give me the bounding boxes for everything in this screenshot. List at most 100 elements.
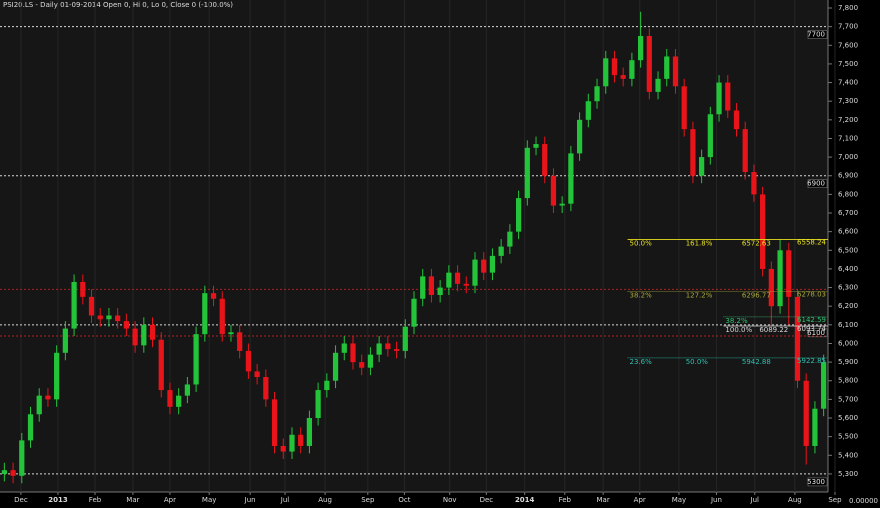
price-axis-background bbox=[828, 0, 880, 508]
y-tick-label: 6,800 bbox=[838, 190, 858, 198]
candle-body bbox=[19, 440, 25, 476]
candle-body bbox=[10, 470, 16, 476]
candle-body bbox=[298, 434, 304, 446]
x-tick-label: Feb bbox=[559, 496, 572, 504]
x-tick-label: Aug bbox=[788, 496, 802, 504]
candle-body bbox=[437, 287, 443, 296]
candle-body bbox=[306, 418, 313, 446]
fib-label: 127.2% bbox=[686, 292, 713, 300]
y-tick-label: 7,200 bbox=[838, 116, 858, 124]
candle-body bbox=[176, 395, 182, 407]
x-tick-label: Sep bbox=[828, 496, 842, 504]
candle-body bbox=[202, 293, 208, 335]
candle-body bbox=[359, 362, 365, 368]
level-label: 5300 bbox=[807, 478, 825, 486]
candle-body bbox=[742, 129, 748, 173]
candle-body bbox=[542, 144, 548, 176]
x-tick-label: Jun bbox=[244, 496, 256, 504]
y-tick-label: 6,300 bbox=[838, 284, 858, 292]
candle-body bbox=[132, 328, 138, 346]
candle-body bbox=[149, 324, 156, 340]
candle-body bbox=[158, 339, 164, 391]
candle-body bbox=[498, 246, 504, 256]
fib-label: 6089.22 bbox=[759, 326, 788, 334]
candle-body bbox=[620, 75, 626, 79]
y-tick-label: 7,500 bbox=[838, 60, 858, 68]
fib-value-label: 5922.85 bbox=[797, 357, 826, 365]
fib-label: 38.2% bbox=[630, 292, 653, 300]
y-tick-label: 6,700 bbox=[838, 209, 858, 217]
y-tick-label: 7,400 bbox=[838, 79, 858, 87]
candle-body bbox=[80, 281, 86, 297]
candle-body bbox=[393, 349, 400, 351]
level-label: 6100 bbox=[807, 329, 825, 337]
candle-body bbox=[576, 119, 583, 154]
candle-body bbox=[289, 434, 295, 452]
candle-body bbox=[237, 332, 243, 351]
candle-body bbox=[254, 371, 260, 378]
candle-body bbox=[803, 380, 809, 446]
candle-body bbox=[36, 395, 42, 415]
candle-body bbox=[245, 350, 252, 372]
candle-body bbox=[777, 250, 783, 307]
candle-body bbox=[280, 445, 286, 452]
candle-body bbox=[733, 110, 740, 130]
candle-body bbox=[71, 281, 77, 329]
y-tick-label: 6,500 bbox=[838, 246, 858, 254]
x-tick-label: Dec bbox=[480, 496, 494, 504]
candle-body bbox=[707, 114, 713, 158]
candle-body bbox=[341, 343, 347, 353]
candle-body bbox=[88, 296, 95, 316]
candle-body bbox=[184, 384, 191, 396]
x-tick-label: Dec bbox=[14, 496, 28, 504]
y-tick-label: 6,200 bbox=[838, 302, 858, 310]
candle-body bbox=[489, 255, 496, 273]
level-label: 7700 bbox=[807, 31, 825, 39]
candle-body bbox=[550, 175, 557, 206]
candle-body bbox=[271, 399, 278, 446]
fib-value-label: 6093.74 bbox=[797, 325, 826, 333]
candle-body bbox=[524, 147, 530, 199]
x-tick-label: May bbox=[672, 496, 686, 504]
y-tick-label: 6,000 bbox=[838, 339, 858, 347]
candle-body bbox=[454, 272, 461, 284]
candle-body bbox=[210, 293, 217, 299]
y-tick-label: 6,400 bbox=[838, 265, 858, 273]
y-tick-label: 6,900 bbox=[838, 172, 858, 180]
candle-body bbox=[646, 35, 652, 92]
candle-body bbox=[533, 144, 539, 148]
x-tick-label: Mar bbox=[597, 496, 610, 504]
level-label-box bbox=[807, 179, 828, 188]
y-tick-label: 5,700 bbox=[838, 395, 858, 403]
candle-body bbox=[27, 414, 34, 441]
candle-body bbox=[568, 153, 574, 204]
candle-body bbox=[420, 276, 426, 299]
y-tick-label: 6,100 bbox=[838, 321, 858, 329]
x-tick-label: Apr bbox=[164, 496, 176, 504]
level-label-box bbox=[807, 30, 828, 39]
chart-title: PSI20.LS - Daily 01-09-2014 Open 0, Hi 0… bbox=[3, 1, 233, 9]
candle-body bbox=[481, 259, 487, 273]
candle-body bbox=[786, 250, 792, 297]
fib-value-label: 6558.24 bbox=[797, 238, 826, 246]
candle-body bbox=[350, 343, 356, 363]
y-tick-label: 7,300 bbox=[838, 97, 858, 105]
y-tick-label: 5,600 bbox=[838, 414, 858, 422]
candle-body bbox=[402, 326, 408, 351]
candle-body bbox=[446, 272, 452, 288]
y-tick-label: 5,400 bbox=[838, 451, 858, 459]
y-tick-label: 7,800 bbox=[838, 4, 858, 12]
candle-body bbox=[559, 203, 565, 206]
candle-body bbox=[472, 259, 478, 286]
fib-label: 38.2% bbox=[725, 317, 748, 325]
candle-body bbox=[263, 377, 269, 400]
x-tick-label: Oct bbox=[398, 496, 410, 504]
fib-label: 50.0% bbox=[630, 239, 653, 247]
fib-value-label: 6278.03 bbox=[797, 291, 826, 299]
candle-body bbox=[228, 332, 234, 335]
candle-body bbox=[725, 82, 731, 111]
candle-body bbox=[768, 268, 774, 307]
x-tick-label: 2014 bbox=[515, 496, 535, 504]
candle-body bbox=[106, 315, 112, 320]
